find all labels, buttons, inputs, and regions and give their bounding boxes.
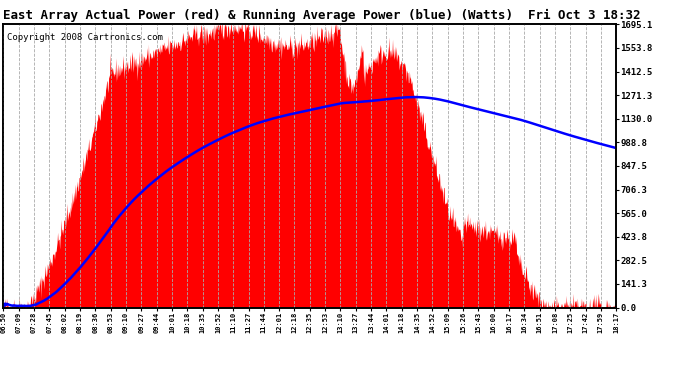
Text: Copyright 2008 Cartronics.com: Copyright 2008 Cartronics.com bbox=[6, 33, 162, 42]
Text: East Array Actual Power (red) & Running Average Power (blue) (Watts)  Fri Oct 3 : East Array Actual Power (red) & Running … bbox=[3, 9, 641, 22]
